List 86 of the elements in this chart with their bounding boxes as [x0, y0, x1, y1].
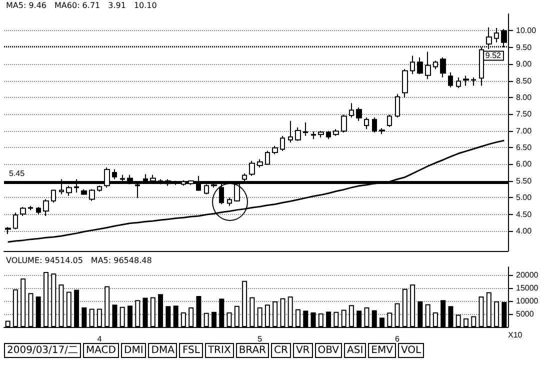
candlestick	[456, 76, 461, 89]
y-tick-label: 10000	[516, 296, 539, 306]
y-tick-label: 5.50	[516, 176, 532, 186]
text: MA5: 96548.48	[90, 256, 152, 265]
candlestick	[402, 68, 408, 98]
y-tick-label: 6.50	[516, 143, 532, 152]
y-tick-label: 15000	[516, 283, 539, 292]
y-tick-label: 8.50	[516, 76, 532, 86]
text: OBV	[314, 343, 342, 358]
candlestick	[471, 76, 476, 86]
candlestick	[448, 72, 453, 88]
text: VOL	[398, 343, 424, 358]
candlestick	[463, 75, 469, 86]
candlestick	[89, 188, 95, 202]
y-tick-label: 20000	[516, 270, 539, 280]
y-tick-label: 4.00	[516, 226, 532, 236]
y-tick-label: 8.00	[516, 92, 532, 102]
candlestick	[51, 189, 56, 204]
text: BRAR	[236, 343, 270, 358]
text: VOLUME: 94514.05	[6, 256, 83, 265]
text: 2009/03/17/二	[4, 343, 82, 358]
text: MA60: 6.71	[54, 1, 100, 10]
candlestick	[433, 60, 438, 70]
y-tick-label: 5.00	[516, 193, 532, 202]
candlestick	[28, 205, 33, 211]
text: MACD	[83, 343, 119, 358]
text: DMA	[148, 343, 178, 358]
y-tick-label: 7.50	[516, 110, 532, 119]
candlestick	[440, 56, 446, 78]
candlestick	[20, 206, 26, 216]
candlestick	[227, 197, 232, 206]
candlestick	[249, 160, 255, 176]
candlestick	[5, 226, 11, 234]
text: FSL	[179, 343, 203, 358]
candlestick	[295, 126, 301, 142]
candlestick	[280, 135, 285, 152]
candlestick	[265, 150, 270, 166]
x-tick-label: 5	[258, 334, 263, 344]
candlestick	[372, 116, 377, 133]
line-series	[7, 140, 505, 243]
candlestick	[425, 51, 431, 80]
y-tick-label: 9.00	[516, 60, 532, 69]
ref-line-label: 5.45	[9, 169, 26, 178]
candlestick	[272, 145, 278, 155]
text: 3.91	[108, 1, 126, 10]
text: 10.10	[134, 1, 157, 10]
y-tick-label: 5000	[516, 309, 534, 318]
y-tick-label: 10.00	[516, 26, 537, 36]
candlestick	[112, 168, 117, 180]
candlestick	[387, 114, 392, 128]
y-tick-label: 4.50	[516, 210, 532, 219]
candlestick	[395, 94, 400, 118]
text: CR	[271, 343, 291, 358]
candlestick	[364, 116, 369, 130]
candlestick	[81, 188, 87, 196]
candlestick	[66, 185, 72, 196]
text: VR	[292, 343, 313, 358]
y-axis-title: X10	[508, 330, 523, 340]
candlestick	[13, 212, 18, 230]
candlestick	[36, 206, 41, 215]
text: DMI	[121, 343, 146, 358]
text: TRIX	[204, 343, 234, 358]
candlestick	[311, 131, 316, 140]
candlestick	[379, 128, 385, 135]
candlestick	[341, 114, 347, 133]
candlestick	[318, 130, 324, 138]
y-tick-label: 9.50	[516, 42, 532, 52]
candlestick	[333, 128, 339, 136]
candlestick	[43, 198, 49, 216]
candlestick	[417, 56, 423, 75]
text: EMV	[368, 343, 396, 358]
x-tick-label: 4	[97, 334, 102, 344]
x-tick-label: 6	[395, 334, 400, 344]
candlestick	[356, 106, 362, 122]
candlestick	[303, 122, 308, 136]
candlestick	[257, 158, 263, 168]
ref-line-label: 9.52	[485, 51, 502, 60]
candlestick	[410, 55, 415, 75]
y-tick-label: 6.00	[516, 160, 532, 169]
candlestick	[326, 130, 331, 140]
text: ASI	[344, 343, 366, 358]
candlestick	[288, 120, 293, 144]
text: MA5: 9.46	[6, 1, 47, 10]
y-tick-label: 7.00	[516, 126, 532, 136]
candlestick	[349, 102, 354, 118]
candlestick	[494, 28, 499, 43]
